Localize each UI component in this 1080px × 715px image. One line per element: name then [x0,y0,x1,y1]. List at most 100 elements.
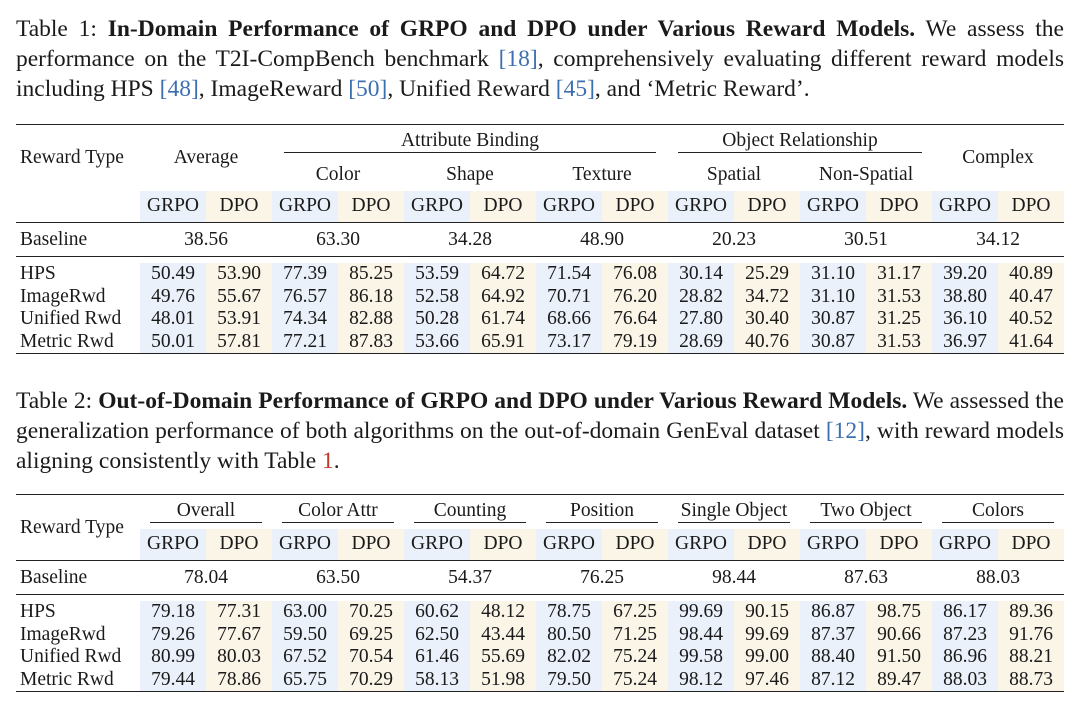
dpo-value: 40.47 [998,285,1064,308]
grpo-column-header: GRPO [668,190,734,223]
table1-caption-text: , Unified Reward [387,76,556,102]
grpo-value: 77.39 [272,263,338,286]
row-label: Metric Rwd [16,330,140,354]
grpo-value: 79.26 [140,623,206,646]
dpo-value: 91.50 [866,646,932,669]
dpo-column-header: DPO [866,528,932,561]
dpo-value: 55.67 [206,285,272,308]
dpo-value: 67.25 [602,601,668,624]
dpo-value: 53.90 [206,263,272,286]
non-spatial-subheader: Non-Spatial [818,163,914,185]
grpo-value: 98.12 [668,668,734,692]
complex-header: Complex [932,124,1064,191]
grpo-value: 30.87 [800,330,866,354]
dpo-value: 34.72 [734,285,800,308]
baseline-value: 63.50 [272,560,404,595]
grpo-value: 50.49 [140,263,206,286]
table-reference-link[interactable]: 1 [322,448,334,474]
group-header: Two Object [800,494,932,529]
dpo-value: 31.53 [866,285,932,308]
grpo-column-header: GRPO [140,190,206,223]
dpo-value: 85.25 [338,263,404,286]
grpo-value: 73.17 [536,330,602,354]
dpo-value: 77.31 [206,601,272,624]
algorithm-header-row: GRPO DPO GRPO DPO GRPO DPO GRPO DPO GRPO DPO GRPO D… [16,528,1064,561]
dpo-column-header: DPO [602,528,668,561]
dpo-value: 31.25 [866,308,932,331]
grpo-value: 28.82 [668,285,734,308]
table2-caption-label: Table 2: [16,388,99,414]
dpo-value: 91.76 [998,623,1064,646]
table1-caption: Table 1: In-Domain Performance of GRPO a… [16,14,1064,104]
table1-caption-label: Table 1: [16,16,108,42]
table2-caption-text: . [333,448,340,474]
table-row: Unified Rwd 48.01 53.91 74.34 82.88 50.28 61.7… [16,308,1064,331]
dpo-value: 86.18 [338,285,404,308]
dpo-value: 25.29 [734,263,800,286]
table2-caption-text: We assessed the generalization performan… [16,388,1064,444]
citation-link[interactable]: [50] [348,76,388,102]
dpo-value: 99.69 [734,623,800,646]
dpo-value: 71.25 [602,623,668,646]
grpo-value: 65.75 [272,668,338,692]
grpo-column-header: GRPO [536,190,602,223]
dpo-column-header: DPO [206,528,272,561]
dpo-value: 99.00 [734,646,800,669]
spatial-subheader: Spatial [706,163,762,185]
shape-subheader: Shape [446,163,494,185]
grpo-column-header: GRPO [668,528,734,561]
grpo-value: 88.03 [932,668,998,692]
dpo-column-header: DPO [470,528,536,561]
group-header-row: Reward Type Overall Color Attr Counting Pos… [16,494,1064,561]
dpo-value: 98.75 [866,601,932,624]
table1-caption-text: , comprehensively evaluating different r… [16,46,1064,102]
grpo-column-header: GRPO [800,190,866,223]
grpo-value: 77.21 [272,330,338,354]
table1-caption-text: We assess the performance on the T2I-Com… [16,16,1064,72]
dpo-value: 70.25 [338,601,404,624]
baseline-value: 54.37 [404,560,536,595]
baseline-value: 63.30 [272,222,404,257]
grpo-value: 79.50 [536,668,602,692]
baseline-value: 98.44 [668,560,800,595]
row-label: Metric Rwd [16,668,140,692]
grpo-value: 87.12 [800,668,866,692]
grpo-value: 30.14 [668,263,734,286]
group-header: Single Object [668,494,800,529]
grpo-value: 98.44 [668,623,734,646]
group-header: Colors [932,494,1064,529]
average-header: Average [140,124,272,191]
dpo-value: 87.83 [338,330,404,354]
dpo-value: 30.40 [734,308,800,331]
dpo-value: 76.20 [602,285,668,308]
grpo-value: 80.99 [140,646,206,669]
baseline-value: 34.28 [404,222,536,257]
grpo-value: 27.80 [668,308,734,331]
dpo-value: 78.86 [206,668,272,692]
grpo-value: 67.52 [272,646,338,669]
dpo-value: 75.24 [602,646,668,669]
dpo-value: 57.81 [206,330,272,354]
grpo-value: 63.00 [272,601,338,624]
table-row: HPS 50.49 53.90 77.39 85.25 53.59 64.72 71.54 76… [16,263,1064,286]
baseline-value: 76.25 [536,560,668,595]
dpo-value: 40.52 [998,308,1064,331]
dpo-column-header: DPO [734,528,800,561]
baseline-value: 78.04 [140,560,272,595]
grpo-column-header: GRPO [140,528,206,561]
grpo-value: 60.62 [404,601,470,624]
row-label: ImageRwd [20,285,106,307]
group-header: Position [536,494,668,529]
grpo-value: 87.37 [800,623,866,646]
citation-link[interactable]: [12] [825,418,865,444]
grpo-column-header: GRPO [536,528,602,561]
citation-link[interactable]: [48] [159,76,199,102]
citation-link[interactable]: [18] [498,46,538,72]
citation-link[interactable]: [45] [555,76,595,102]
dpo-column-header: DPO [338,528,404,561]
grpo-value: 52.58 [404,285,470,308]
grpo-value: 70.71 [536,285,602,308]
algorithm-header-row: GRPO DPO GRPO DPO GRPO DPO GRPO DPO GRPO DPO GRPO D… [16,190,1064,223]
dpo-column-header: DPO [998,528,1064,561]
dpo-column-header: DPO [470,190,536,223]
